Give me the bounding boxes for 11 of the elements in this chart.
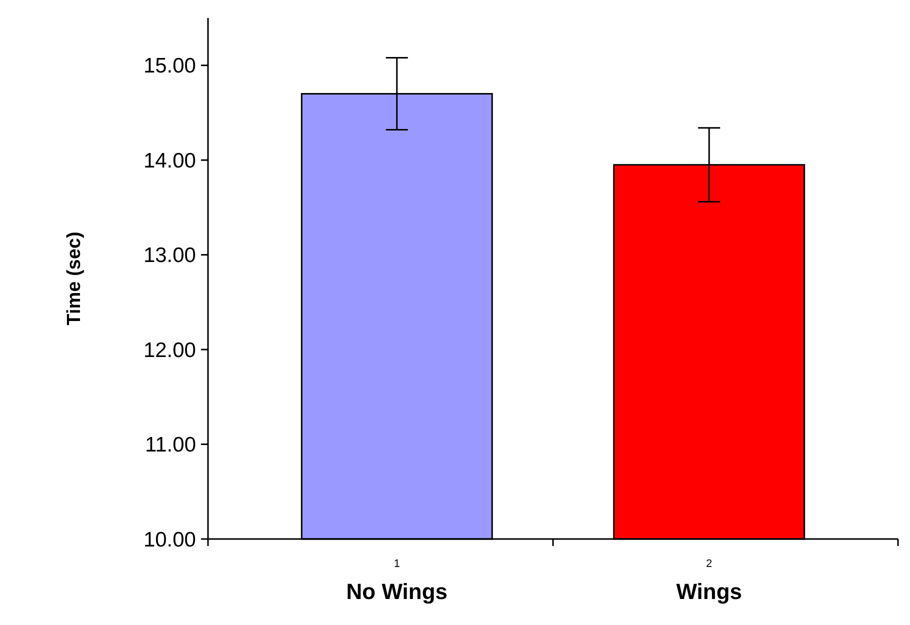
y-tick-label: 13.00 (143, 244, 196, 268)
y-tick-label: 11.00 (145, 434, 196, 457)
y-axis-title: Time (sec) (64, 232, 85, 326)
text: 1 (394, 558, 400, 570)
text: 2 (706, 558, 712, 570)
y-tick-label: 15.00 (143, 54, 196, 78)
y-tick-label: 14.00 (143, 149, 196, 172)
x-tick-label: Wings (676, 579, 742, 604)
y-tick-label: 12.00 (143, 338, 196, 362)
y-tick-label: 10.00 (143, 528, 196, 552)
x-tick-label: No Wings (346, 579, 448, 604)
